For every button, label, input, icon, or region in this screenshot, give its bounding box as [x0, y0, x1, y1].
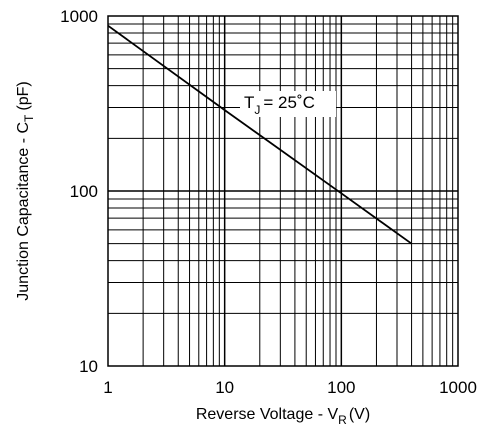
x-tick-label: 100: [327, 378, 355, 397]
y-tick-label: 100: [70, 182, 98, 201]
x-tick-label: 10: [215, 378, 234, 397]
annotation-sub: J: [254, 103, 260, 117]
x-axis-label-sub: R: [338, 413, 347, 427]
y-axis-label: Junction Capacitance - CT (pF): [15, 81, 36, 300]
series-layer: [107, 24, 413, 245]
annotation-label: TJ = 25˚C: [244, 93, 315, 117]
plot-frame: [107, 15, 459, 367]
x-tick-label: 1000: [439, 378, 477, 397]
x-tick-label: 1: [103, 378, 112, 397]
annotation-background: [240, 91, 336, 117]
annotation-tail: = 25˚C: [263, 93, 315, 112]
x-axis-label-main: Reverse Voltage - V: [196, 406, 339, 423]
annotation-main: T: [244, 93, 254, 112]
y-tick-label: 1000: [60, 7, 98, 26]
y-axis-label-main: Junction Capacitance - C: [15, 122, 32, 301]
x-axis-label: Reverse Voltage - VR (V): [196, 406, 370, 427]
y-tick-label: 10: [79, 357, 98, 376]
y-axis-label-tail: (pF): [15, 81, 32, 110]
x-axis-label-tail: (V): [349, 406, 370, 423]
y-axis-label-sub: T: [22, 114, 36, 122]
capacitance-curve: [107, 24, 413, 245]
tick-labels: 1 10 100 1000 10 100 1000: [60, 7, 477, 397]
grid: [108, 16, 458, 366]
